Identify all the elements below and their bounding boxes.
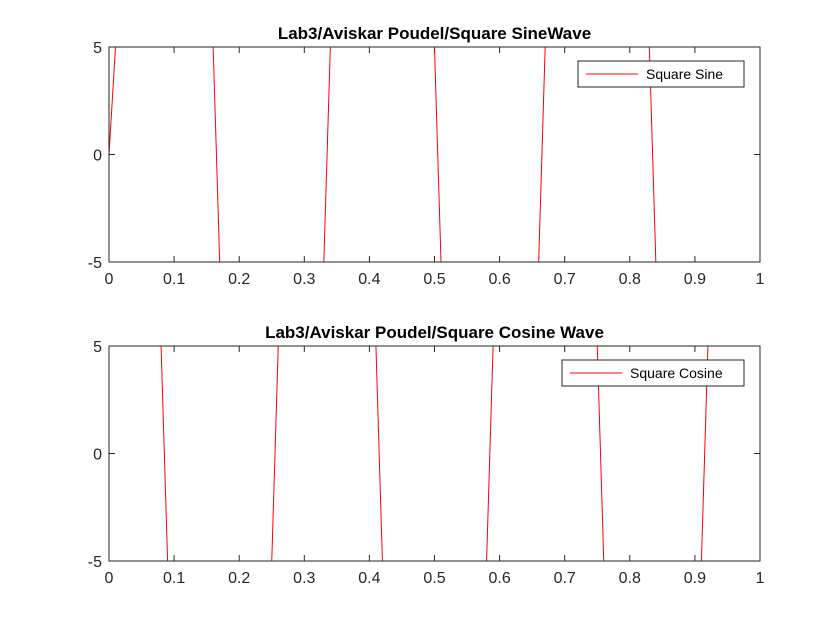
x-tick-label: 0.7: [554, 570, 576, 587]
subplot-2: Lab3/Aviskar Poudel/Square Cosine Wave 0 0…: [88, 323, 765, 587]
x-tick-label: 0.5: [423, 271, 445, 288]
x-tick-label: 0.1: [163, 271, 185, 288]
x-tick-label: 0.8: [619, 570, 641, 587]
x-tick-label: 1: [756, 570, 765, 587]
axes-box: [108, 46, 761, 263]
y-tick-label: 5: [93, 339, 102, 356]
x-tick-label: 0.6: [488, 570, 510, 587]
x-tick-label: 0.9: [684, 570, 706, 587]
x-tick-label: 0.8: [619, 271, 641, 288]
x-tick-label: 0: [105, 271, 114, 288]
chart-title: Lab3/Aviskar Poudel/Square Cosine Wave: [265, 323, 604, 342]
x-tick-label: 0: [105, 570, 114, 587]
axes-box: [108, 345, 761, 562]
x-tick-label: 0.3: [293, 570, 315, 587]
legend-entry: Square Sine: [646, 66, 723, 82]
y-tick-label: 5: [93, 40, 102, 57]
x-tick-label: 0.2: [228, 271, 250, 288]
x-tick-label: 0.6: [488, 271, 510, 288]
y-tick-label: 0: [93, 148, 102, 165]
x-tick-label: 1: [756, 271, 765, 288]
x-tick-label: 0.2: [228, 570, 250, 587]
subplot-1: Lab3/Aviskar Poudel/Square SineWave 0 0.1 0…: [88, 24, 765, 288]
y-tick-label: -5: [88, 554, 102, 571]
legend-entry: Square Cosine: [630, 365, 723, 381]
x-tick-label: 0.3: [293, 271, 315, 288]
x-tick-label: 0.4: [358, 271, 380, 288]
legend: Square Sine: [577, 60, 745, 88]
y-tick-label: 0: [93, 447, 102, 464]
x-tick-label: 0.1: [163, 570, 185, 587]
legend: Square Cosine: [561, 359, 745, 387]
chart-title: Lab3/Aviskar Poudel/Square SineWave: [278, 24, 591, 43]
x-tick-label: 0.5: [423, 570, 445, 587]
x-tick-label: 0.7: [554, 271, 576, 288]
x-tick-label: 0.4: [358, 570, 380, 587]
x-tick-label: 0.9: [684, 271, 706, 288]
y-tick-label: -5: [88, 255, 102, 272]
